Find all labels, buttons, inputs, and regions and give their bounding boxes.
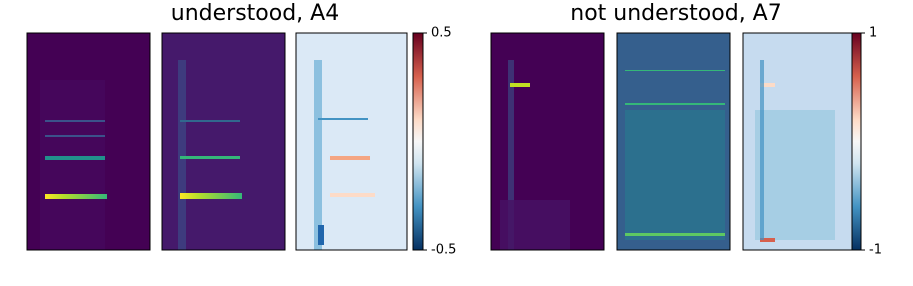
heatmap (161, 32, 286, 251)
panel-title: not understood, A7 (570, 1, 781, 26)
heatmap (295, 32, 408, 251)
heatmap (616, 32, 731, 251)
heatmap (26, 32, 151, 251)
colorbar: -0.5 0.5 (412, 26, 456, 258)
colorbar-tick-label: -0.5 (431, 243, 456, 258)
colorbar-tick-label: -1 (869, 243, 882, 258)
colorbar-tick-label: 1 (869, 26, 877, 41)
heatmap (490, 32, 605, 251)
panel-group: understood, A4 (26, 1, 456, 258)
panel-title: understood, A4 (171, 1, 339, 26)
colorbar: -1 1 (851, 26, 882, 258)
heatmap (742, 32, 854, 251)
panel-group: not understood, A7 -1 1 (490, 1, 882, 258)
colorbar-tick-label: 0.5 (431, 26, 452, 41)
